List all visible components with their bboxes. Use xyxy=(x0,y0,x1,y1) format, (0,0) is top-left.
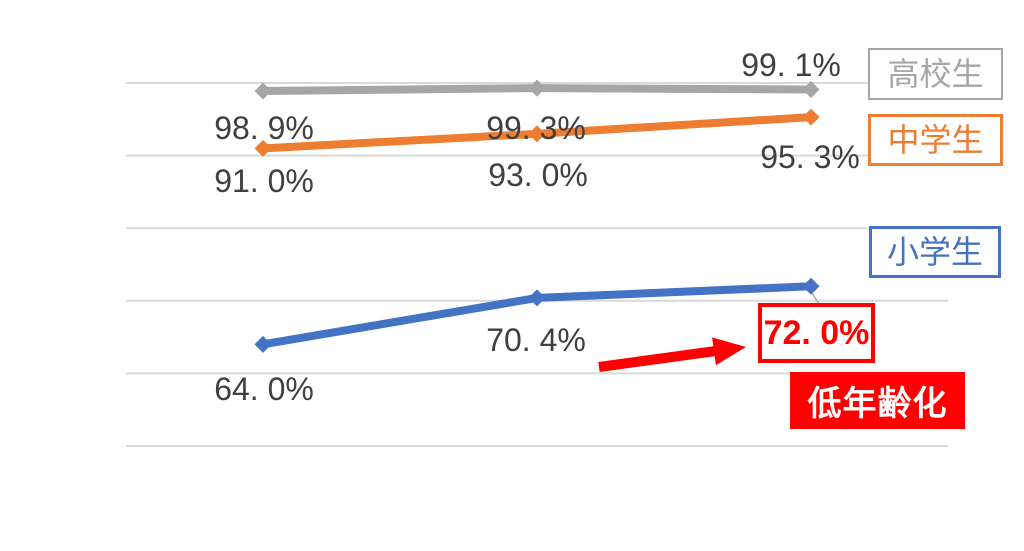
marker-middleschool-2 xyxy=(528,125,546,143)
marker-elementary-1 xyxy=(254,335,272,353)
trend-arrow xyxy=(598,337,746,372)
legend-item-middleschool: 中学生 xyxy=(868,114,1003,166)
data-label-highschool-1: 98. 9% xyxy=(214,110,314,146)
legend-item-highschool: 高校生 xyxy=(868,48,1003,100)
highlight-value-box: 72. 0% xyxy=(758,303,875,363)
legend-label-elementary: 小学生 xyxy=(886,234,983,270)
data-label-highschool-2: 99. 3% xyxy=(486,110,586,146)
marker-middleschool-1 xyxy=(254,139,272,157)
marker-highschool-3 xyxy=(802,81,820,99)
highlight-value-text: 72. 0% xyxy=(763,313,870,352)
data-label-highschool-3: 99. 1% xyxy=(741,47,841,83)
data-label-middleschool-3: 95. 3% xyxy=(760,139,860,175)
marker-middleschool-3 xyxy=(802,108,820,126)
marker-elementary-2 xyxy=(528,289,546,307)
data-label-elementary-1: 64. 0% xyxy=(214,371,314,407)
legend-label-middleschool: 中学生 xyxy=(887,122,984,158)
data-label-elementary-2: 70. 4% xyxy=(486,322,586,358)
marker-elementary-3 xyxy=(802,277,820,295)
annotation-banner: 低年齢化 xyxy=(790,372,965,429)
legend-label-highschool: 高校生 xyxy=(887,56,984,92)
data-label-middleschool-2: 93. 0% xyxy=(488,157,588,193)
data-label-middleschool-1: 91. 0% xyxy=(214,163,314,199)
marker-highschool-2 xyxy=(528,79,546,97)
marker-highschool-1 xyxy=(254,82,272,100)
leader-line xyxy=(811,292,820,305)
legend-item-elementary: 小学生 xyxy=(869,226,1001,278)
